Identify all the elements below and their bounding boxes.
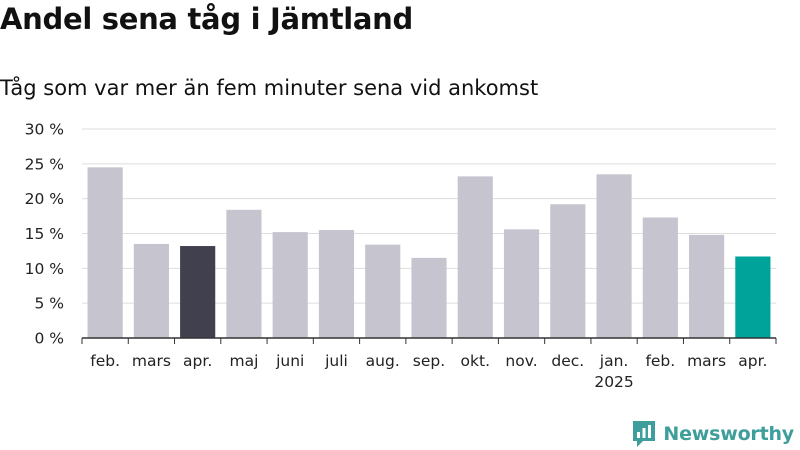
y-tick-label: 5 % xyxy=(34,295,64,313)
x-axis xyxy=(81,337,777,344)
x-tick-label: mars xyxy=(132,352,171,370)
x-tick-label: juni xyxy=(275,352,304,370)
bar xyxy=(272,232,308,338)
x-tick-label: nov. xyxy=(505,352,537,370)
y-tick-label: 15 % xyxy=(25,225,64,243)
x-tick-year-label: 2025 xyxy=(594,373,633,391)
bar xyxy=(689,234,725,338)
bar xyxy=(503,229,540,338)
bars xyxy=(87,167,771,338)
x-tick-label: apr. xyxy=(183,352,212,370)
bar xyxy=(596,174,632,338)
newsworthy-bar-chart-icon xyxy=(633,421,656,447)
x-tick-label: mars xyxy=(687,352,726,370)
bar xyxy=(411,257,447,338)
bar xyxy=(87,167,123,338)
x-tick-label: okt. xyxy=(461,352,490,370)
x-tick-label: aug. xyxy=(366,352,400,370)
chart-subtitle: Tåg som var mer än fem minuter sena vid … xyxy=(0,76,539,100)
x-tick-label: apr. xyxy=(738,352,767,370)
x-tick-label: jan. xyxy=(599,352,629,370)
x-tick-label: feb. xyxy=(90,352,120,370)
y-tick-label: 30 % xyxy=(25,121,64,139)
bar xyxy=(457,176,493,338)
bar xyxy=(318,230,355,338)
bar xyxy=(365,244,401,338)
x-tick-label: dec. xyxy=(551,352,584,370)
y-tick-label: 0 % xyxy=(34,330,64,348)
bar xyxy=(550,204,586,338)
y-tick-label: 25 % xyxy=(25,155,64,173)
bar-chart: 0 % 5 % 10 % 15 % 20 % 25 % 30 % feb. mars apr. m… xyxy=(25,121,777,391)
x-tick-label: maj xyxy=(229,352,258,370)
bar xyxy=(642,217,678,338)
x-axis-tick-labels: feb. mars apr. maj juni juli aug. sep. okt. nov. d… xyxy=(90,352,767,391)
bar xyxy=(735,256,771,338)
x-tick-label: juli xyxy=(324,352,348,370)
y-tick-label: 20 % xyxy=(25,190,64,208)
chart-title: Andel sena tåg i Jämtland xyxy=(0,2,413,36)
bar xyxy=(226,209,262,338)
x-tick-label: feb. xyxy=(645,352,675,370)
brand-name: Newsworthy xyxy=(663,423,794,445)
y-axis-tick-labels: 0 % 5 % 10 % 15 % 20 % 25 % 30 % xyxy=(25,121,64,348)
y-tick-label: 10 % xyxy=(25,260,64,278)
bar xyxy=(180,246,216,338)
bar xyxy=(133,243,169,338)
newsworthy-logo: Newsworthy xyxy=(631,419,794,449)
x-tick-label: sep. xyxy=(413,352,445,370)
